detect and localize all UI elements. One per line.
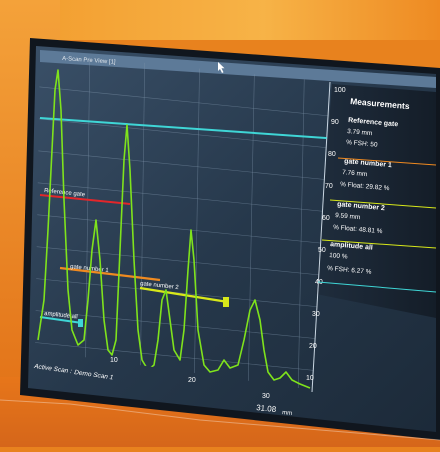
- amplitude-underline: [321, 239, 437, 249]
- desk-reflection: [0, 399, 440, 441]
- reference-gate-pos: 3.79 mm: [347, 128, 373, 137]
- gate2-pos: 9.59 mm: [335, 212, 361, 221]
- amplitude-gate-handle[interactable]: [78, 319, 83, 327]
- measurements-panel: [316, 84, 436, 318]
- x-tick: 10: [110, 357, 118, 364]
- y-tick: 10: [306, 375, 314, 382]
- gate1-pos: 7.76 mm: [342, 169, 368, 178]
- x-tick: 20: [188, 377, 196, 384]
- gate1-float: % Float: 29.82 %: [340, 181, 390, 192]
- gate1-underline: [337, 157, 437, 166]
- reference-gate-name: Reference gate: [348, 117, 399, 128]
- background-top: [0, 0, 440, 40]
- y-tick: 80: [328, 151, 336, 158]
- y-axis-line: [311, 81, 331, 393]
- reference-gate-line: [39, 194, 131, 205]
- y-tick: 100: [334, 87, 346, 94]
- y-tick: 90: [331, 119, 339, 126]
- gate1-line: [59, 266, 161, 282]
- window-title: A-Scan Pre View [1]: [62, 56, 116, 66]
- amplitude-name: amplitude all: [330, 241, 373, 252]
- y-tick: 30: [312, 311, 320, 318]
- reference-gate-label: Reference gate: [44, 188, 86, 198]
- gate2-label: gate number 2: [140, 281, 180, 291]
- measurements-content: Measurements Reference gate 3.79 mm % FS…: [317, 96, 437, 293]
- y-tick: 50: [318, 247, 326, 254]
- amplitude-val: 100 %: [329, 252, 348, 261]
- amplitude-gate-line: [39, 316, 83, 324]
- window-titlebar: [40, 50, 436, 88]
- y-tick: 60: [322, 215, 330, 222]
- x-readout-unit: mm: [282, 410, 293, 417]
- cyan-threshold-line: [39, 117, 330, 147]
- x-readout-value: 31.08: [256, 403, 277, 414]
- y-tick: 20: [309, 343, 317, 350]
- reference-gate-fsh: % FSH: 50: [346, 139, 378, 149]
- amplitude-fsh: % FSH: 6.27 %: [327, 265, 372, 276]
- gate2-float: % Float: 48.81 %: [333, 224, 383, 235]
- amplitude-label: amplitude all: [44, 311, 78, 320]
- gate2-line: [139, 286, 229, 304]
- gate2-underline: [329, 199, 437, 209]
- gate1-name: gate number 1: [344, 158, 392, 169]
- signal-trace: [37, 69, 311, 389]
- y-tick: 70: [325, 183, 333, 190]
- amplitude-cyan-underline: [317, 281, 437, 293]
- mouse-cursor-icon: [218, 62, 225, 73]
- gate2-name: gate number 2: [337, 201, 385, 212]
- gate2-handle[interactable]: [223, 297, 229, 307]
- x-tick: 30: [262, 393, 270, 400]
